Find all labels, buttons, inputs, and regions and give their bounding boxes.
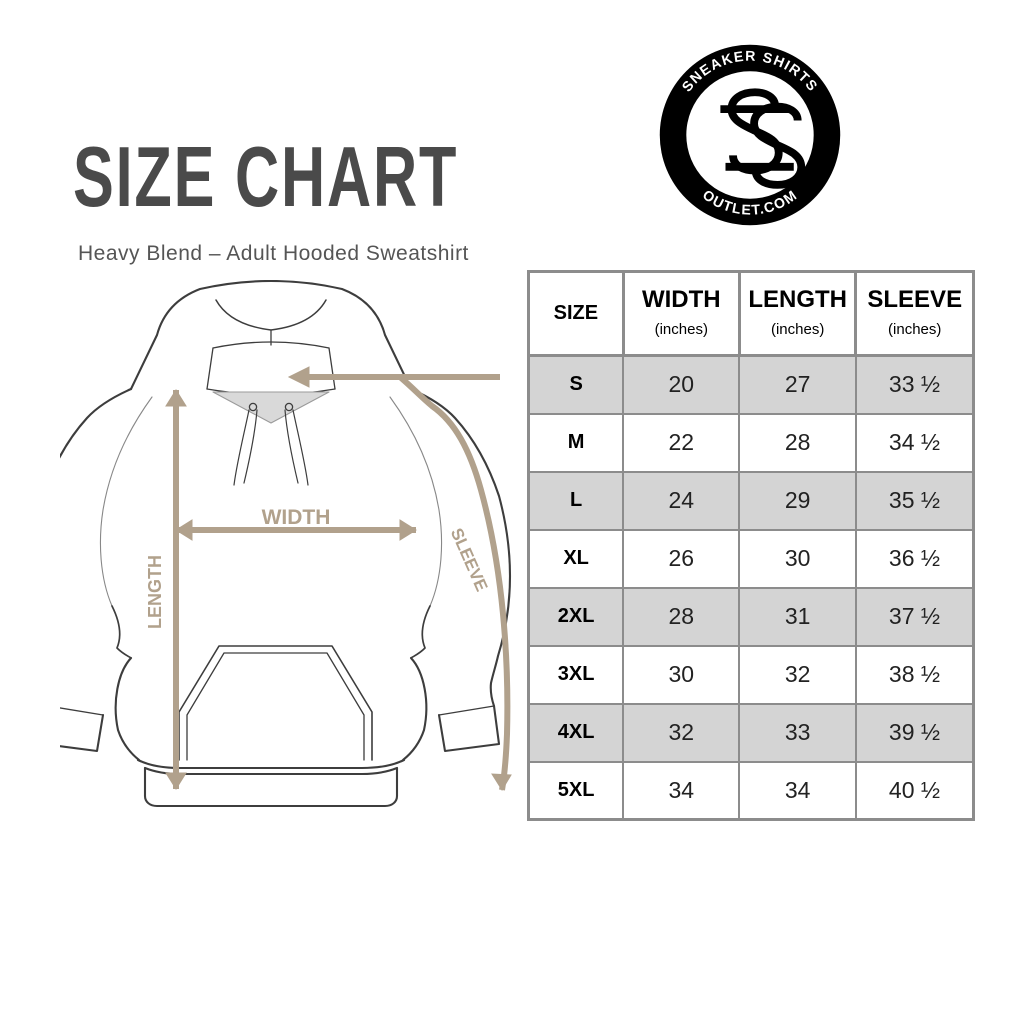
svg-text:WIDTH: WIDTH xyxy=(262,506,331,529)
svg-text:LENGTH: LENGTH xyxy=(145,555,165,629)
svg-text:SLEEVE: SLEEVE xyxy=(447,525,492,594)
